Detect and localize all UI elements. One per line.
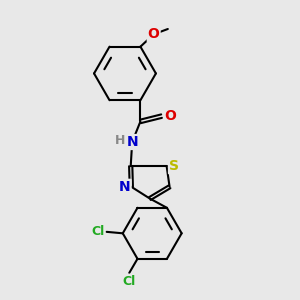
Text: Cl: Cl	[123, 275, 136, 288]
Text: S: S	[169, 159, 179, 173]
Text: H: H	[115, 134, 125, 147]
Text: N: N	[119, 180, 130, 194]
Text: O: O	[164, 109, 176, 123]
Text: O: O	[148, 27, 160, 41]
Text: N: N	[126, 135, 138, 149]
Text: Cl: Cl	[91, 225, 104, 238]
